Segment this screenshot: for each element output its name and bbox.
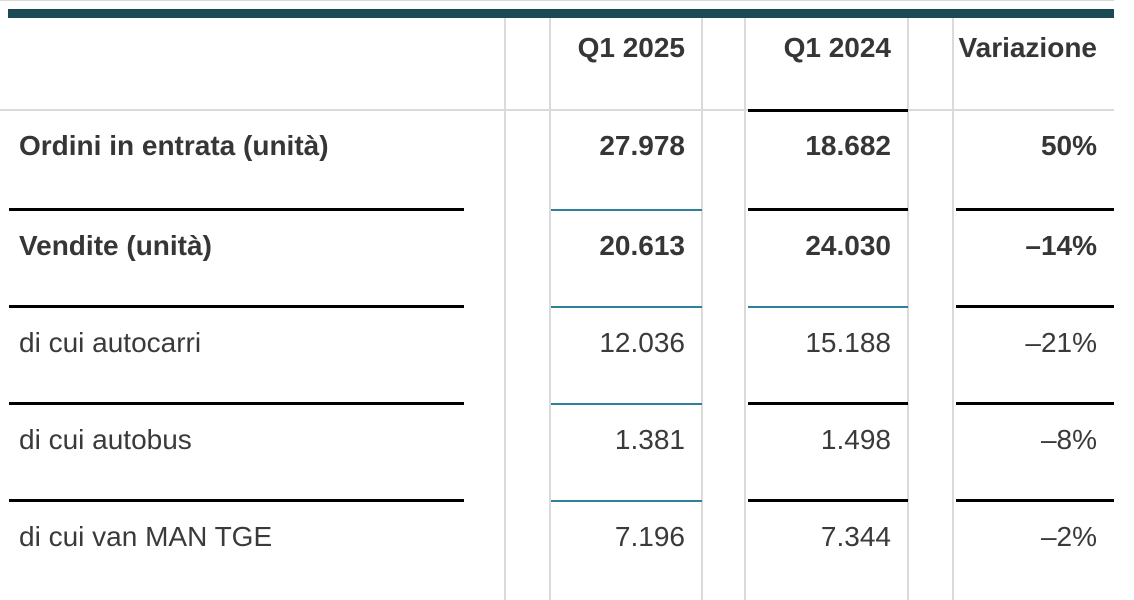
table-row: di cui autocarri 12.036 15.188 –21% [0, 308, 1134, 405]
table-header-row: Q1 2025 Q1 2024 Variazione [0, 18, 1134, 111]
row-label: di cui autobus [9, 405, 464, 502]
value-variazione: –8% [956, 405, 1114, 502]
value-variazione: –2% [1040, 521, 1097, 552]
grid-vline [744, 18, 746, 600]
table-row: Ordini in entrata (unità) 27.978 18.682 … [0, 111, 1134, 211]
column-header-q1-2024: Q1 2024 [783, 32, 891, 63]
value-q1-2024: 7.344 [820, 521, 891, 552]
value-q1-2025: 12.036 [551, 308, 702, 405]
header-underline [0, 109, 1114, 111]
grid-vline [504, 18, 506, 600]
value-variazione: 50% [956, 111, 1114, 211]
row-label: Ordini in entrata (unità) [9, 111, 464, 211]
value-variazione: –14% [956, 211, 1114, 308]
value-variazione: –21% [956, 308, 1114, 405]
grid-vline [952, 18, 954, 600]
row-label: di cui autocarri [9, 308, 464, 405]
accent-bar [8, 9, 1114, 18]
grid-vline [701, 18, 703, 600]
table-row: Vendite (unità) 20.613 24.030 –14% [0, 211, 1134, 308]
value-q1-2024: 24.030 [748, 211, 908, 308]
table-row: di cui van MAN TGE 7.196 7.344 –2% [0, 502, 1134, 600]
value-q1-2025: 27.978 [551, 111, 702, 211]
value-q1-2024: 15.188 [748, 308, 908, 405]
column-header-q1-2025: Q1 2025 [577, 32, 685, 63]
top-divider-line [0, 0, 1114, 1]
column-header-variazione: Variazione [958, 32, 1097, 63]
value-q1-2024: 18.682 [748, 111, 908, 211]
value-q1-2024: 1.498 [748, 405, 908, 502]
value-q1-2025: 7.196 [614, 521, 685, 552]
value-q1-2025: 20.613 [551, 211, 702, 308]
table-row: di cui autobus 1.381 1.498 –8% [0, 405, 1134, 502]
grid-vline [549, 18, 551, 600]
header-q1-2024-underline [748, 109, 908, 112]
row-label: Vendite (unità) [9, 211, 464, 308]
grid-vline [907, 18, 909, 600]
row-label: di cui van MAN TGE [19, 521, 273, 552]
value-q1-2025: 1.381 [551, 405, 702, 502]
